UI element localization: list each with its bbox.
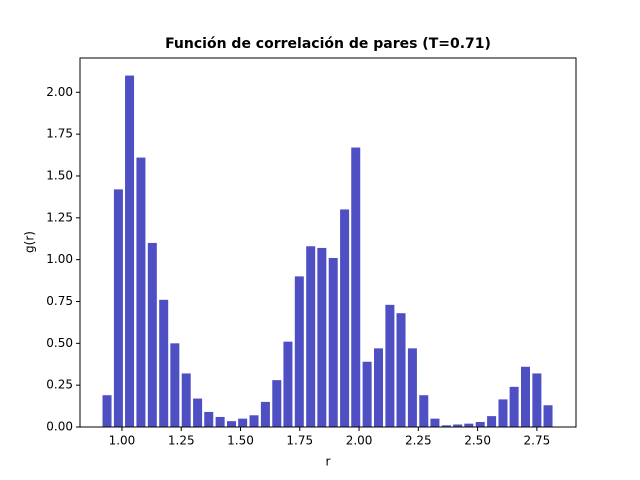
bar [204, 411, 214, 427]
bar [385, 304, 395, 427]
x-axis-label: r [326, 455, 331, 469]
bar [464, 423, 474, 427]
x-tick-label: 1.00 [109, 434, 136, 448]
y-tick-label: 1.25 [46, 210, 73, 224]
bar [419, 395, 429, 427]
bar [193, 398, 203, 427]
bar [102, 395, 112, 427]
bar [520, 366, 531, 427]
y-tick-label: 1.75 [46, 127, 73, 141]
bar [373, 348, 384, 427]
bar [475, 421, 485, 427]
bar [125, 75, 135, 428]
bar [272, 380, 282, 427]
bar [453, 424, 463, 427]
bar [498, 399, 508, 427]
bar [441, 425, 451, 427]
bar [317, 247, 327, 427]
bar [226, 421, 237, 427]
bar [340, 209, 350, 427]
bar [159, 299, 169, 427]
bar [136, 157, 146, 428]
bar [543, 405, 553, 427]
y-tick-label: 1.50 [46, 168, 73, 182]
y-tick-label: 0.75 [46, 294, 73, 308]
bar [396, 313, 406, 427]
y-tick-label: 0.50 [46, 336, 73, 350]
bar [260, 401, 270, 427]
bar [215, 416, 225, 427]
x-tick-label: 2.00 [346, 434, 373, 448]
x-tick-label: 1.50 [227, 434, 254, 448]
plot-frame [79, 57, 577, 428]
y-tick-label: 0.00 [46, 420, 73, 434]
x-tick-label: 1.25 [168, 434, 195, 448]
bar [328, 257, 338, 427]
bar [238, 418, 248, 427]
bar [147, 242, 157, 427]
bar [407, 348, 417, 427]
chart-title: Función de correlación de pares (T=0.71) [165, 36, 491, 52]
bar [351, 147, 361, 427]
x-tick-label: 2.75 [524, 434, 551, 448]
bar [249, 415, 259, 427]
y-tick-label: 1.00 [46, 252, 73, 266]
y-axis-label: g(r) [23, 231, 37, 253]
bar [170, 343, 180, 427]
x-tick-label: 2.25 [405, 434, 432, 448]
x-tick-label: 1.75 [286, 434, 313, 448]
y-tick-label: 2.00 [46, 85, 73, 99]
bar [181, 373, 191, 427]
bar [283, 341, 293, 427]
bar [430, 418, 440, 427]
bar [509, 386, 519, 427]
y-tick-label: 0.25 [46, 378, 73, 392]
bar [294, 276, 304, 427]
bar [113, 189, 123, 427]
bar [487, 416, 497, 427]
bar [362, 361, 372, 427]
bar [532, 373, 542, 427]
x-tick-label: 2.50 [464, 434, 491, 448]
bar [306, 246, 316, 427]
